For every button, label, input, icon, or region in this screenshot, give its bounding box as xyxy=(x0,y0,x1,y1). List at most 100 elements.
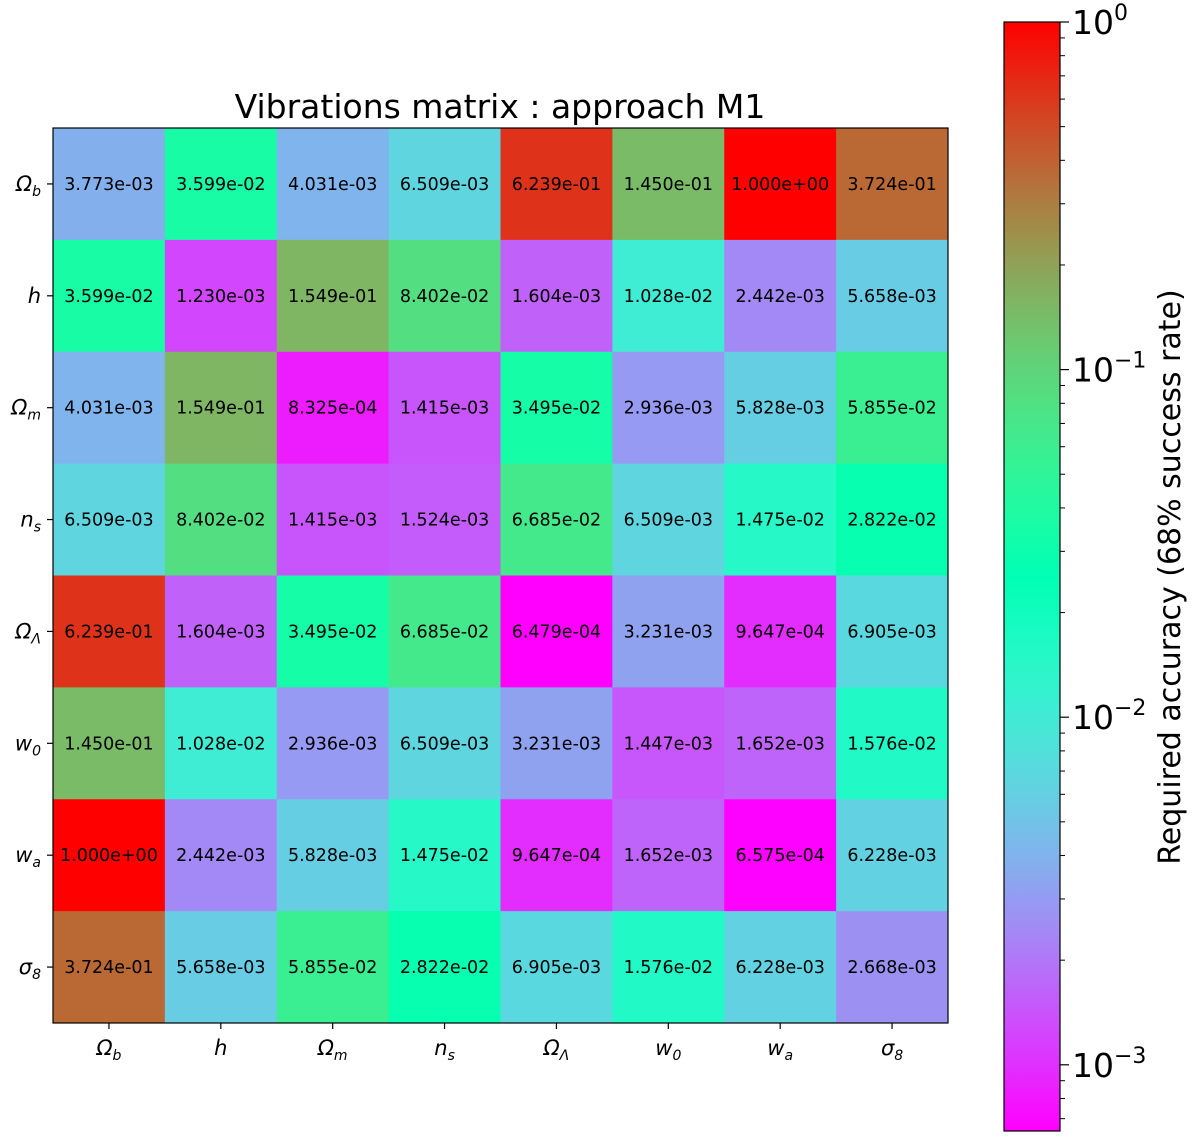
cell-value-label: 1.415e-03 xyxy=(288,511,377,531)
cell-value-label: 2.936e-03 xyxy=(288,734,377,754)
heatmap-cell xyxy=(836,575,949,688)
heatmap-cell xyxy=(724,351,837,465)
heatmap-cell xyxy=(164,911,278,1024)
cell-value-label: 3.599e-02 xyxy=(176,175,265,195)
heatmap-cell xyxy=(53,911,166,1024)
cell-value-label: 6.905e-03 xyxy=(847,622,936,642)
heatmap-cell xyxy=(53,463,166,576)
heatmap-cell xyxy=(53,128,166,241)
heatmap-cell xyxy=(388,575,501,688)
heatmap-cell xyxy=(724,239,837,353)
cell-value-label: 6.575e-04 xyxy=(735,846,824,866)
heatmap-cell xyxy=(53,351,166,465)
heatmap-cell xyxy=(724,575,837,688)
colorbar-tick-label: 10−3 xyxy=(1072,1044,1146,1085)
plot-frame xyxy=(52,127,949,1024)
cell-value-label: 6.509e-03 xyxy=(64,511,153,531)
heatmap-cell xyxy=(388,911,501,1024)
y-tick-label: Ωm xyxy=(10,396,41,424)
y-tick-label: ΩΛ xyxy=(14,619,41,647)
cell-value-label: 1.450e-01 xyxy=(624,175,713,195)
heatmap-cell xyxy=(724,911,837,1024)
x-tick-label: w0 xyxy=(655,1036,681,1064)
heatmap-cell xyxy=(612,799,725,912)
heatmap-cell xyxy=(612,687,725,800)
heatmap-cell xyxy=(836,351,949,465)
cell-value-label: 1.028e-02 xyxy=(176,734,265,754)
heatmap-cell xyxy=(53,687,166,800)
cell-value-label: 2.668e-03 xyxy=(847,958,936,978)
y-tick-label: Ωb xyxy=(15,172,41,200)
y-axis-ticks: Ωb h Ωm ns ΩΛ w0 wa σ8 xyxy=(10,172,53,983)
cell-value-label: 5.828e-03 xyxy=(735,399,824,419)
heatmap-cell xyxy=(500,239,613,353)
colorbar: 100 10−1 10−2 10−3 xyxy=(1003,1,1146,1132)
heatmap-cell xyxy=(500,463,613,576)
heatmap-cell xyxy=(53,799,166,912)
heatmap-cell xyxy=(164,128,278,241)
cell-value-label: 6.228e-03 xyxy=(847,846,936,866)
heatmap-cell xyxy=(276,687,390,800)
colorbar-tick-label: 10−1 xyxy=(1072,349,1146,390)
colorbar-label: Required accuracy (68% success rate) xyxy=(1153,289,1188,864)
cell-value-label: 3.495e-02 xyxy=(288,622,377,642)
cell-value-label: 3.599e-02 xyxy=(64,287,153,307)
heatmap-cell xyxy=(388,239,501,353)
heatmap-cell xyxy=(164,799,278,912)
cell-value-label: 1.524e-03 xyxy=(400,511,489,531)
cell-value-label: 1.549e-01 xyxy=(176,399,265,419)
heatmap-cell xyxy=(612,911,725,1024)
heatmap-cell xyxy=(164,239,278,353)
y-tick-label: w0 xyxy=(15,731,41,759)
x-tick-label: Ωm xyxy=(317,1036,348,1064)
heatmap-cell xyxy=(836,463,949,576)
cell-value-label: 2.822e-02 xyxy=(847,511,936,531)
heatmap-cell xyxy=(500,128,613,241)
cell-value-label: 3.724e-01 xyxy=(64,958,153,978)
heatmap-cell xyxy=(500,799,613,912)
heatmap-cell xyxy=(276,799,390,912)
cell-value-label: 1.652e-03 xyxy=(624,846,713,866)
cell-value-label: 2.822e-02 xyxy=(400,958,489,978)
heatmap-cell xyxy=(53,239,166,353)
heatmap-cell xyxy=(276,463,390,576)
cell-value-label: 6.509e-03 xyxy=(400,175,489,195)
cell-value-label: 8.402e-02 xyxy=(176,511,265,531)
colorbar-tick-label: 100 xyxy=(1072,1,1128,42)
cell-value-label: 2.442e-03 xyxy=(176,846,265,866)
x-tick-label: ns xyxy=(434,1036,455,1064)
cell-value-label: 1.450e-01 xyxy=(64,734,153,754)
cell-value-label: 1.000e+00 xyxy=(60,846,158,866)
cell-value-label: 5.658e-03 xyxy=(176,958,265,978)
cell-value-label: 2.936e-03 xyxy=(624,399,713,419)
cell-value-label: 5.855e-02 xyxy=(288,958,377,978)
heatmap-cell xyxy=(724,687,837,800)
heatmap-cell xyxy=(164,463,278,576)
cell-value-label: 6.509e-03 xyxy=(400,734,489,754)
x-tick-label: σ8 xyxy=(881,1036,903,1064)
heatmap-cell xyxy=(612,128,725,241)
heatmap-cell xyxy=(500,575,613,688)
x-tick-label: ΩΛ xyxy=(543,1036,570,1064)
heatmap-cell xyxy=(724,128,837,241)
heatmap-cell xyxy=(388,687,501,800)
heatmap-cell xyxy=(276,239,390,353)
heatmap-cell xyxy=(836,799,949,912)
heatmap-cell xyxy=(388,128,501,241)
heatmap-cell xyxy=(836,128,949,241)
cell-value-label: 2.442e-03 xyxy=(735,287,824,307)
cell-value-label: 1.576e-02 xyxy=(624,958,713,978)
cell-value-label: 3.231e-03 xyxy=(512,734,601,754)
heatmap-cell xyxy=(836,687,949,800)
cell-value-label: 6.685e-02 xyxy=(512,511,601,531)
cell-value-label: 6.905e-03 xyxy=(512,958,601,978)
heatmap-cell-labels: 3.773e-03 3.599e-02 4.031e-03 6.509e-03 6.23… xyxy=(60,175,937,978)
cell-value-label: 8.402e-02 xyxy=(400,287,489,307)
heatmap-cell xyxy=(53,575,166,688)
cell-value-label: 1.230e-03 xyxy=(176,287,265,307)
heatmap-cell xyxy=(612,463,725,576)
heatmap-cell xyxy=(724,799,837,912)
cell-value-label: 1.028e-02 xyxy=(624,287,713,307)
cell-value-label: 1.549e-01 xyxy=(288,287,377,307)
